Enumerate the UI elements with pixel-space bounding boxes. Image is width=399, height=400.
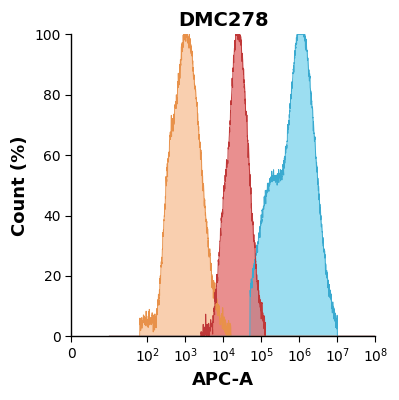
X-axis label: APC-A: APC-A <box>192 371 254 389</box>
Title: DMC278: DMC278 <box>178 11 269 30</box>
Y-axis label: Count (%): Count (%) <box>11 135 29 236</box>
